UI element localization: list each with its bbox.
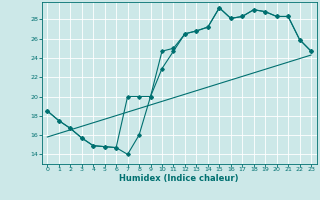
X-axis label: Humidex (Indice chaleur): Humidex (Indice chaleur) bbox=[119, 174, 239, 183]
